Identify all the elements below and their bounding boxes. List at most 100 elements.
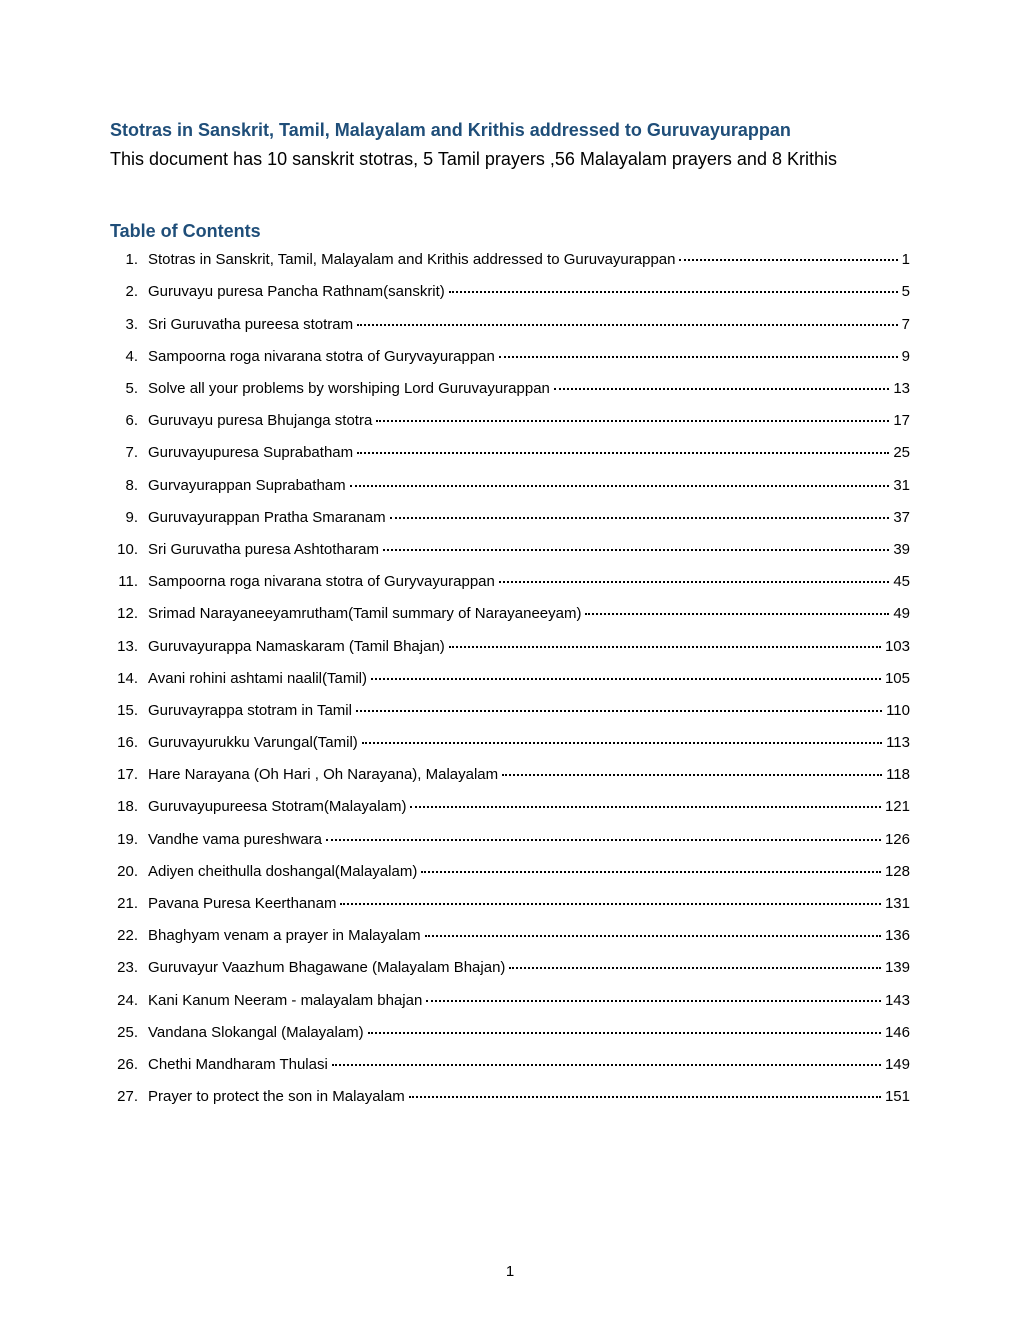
toc-item[interactable]: 12. Srimad Narayaneeyamrutham(Tamil summa… [110,606,910,621]
toc-item-text: Guruvayupureesa Stotram(Malayalam) [148,799,406,814]
toc-item-leader [585,613,889,615]
toc-item-page: 1 [902,252,910,267]
toc-item-number: 4. [110,349,138,364]
toc-item-leader [390,517,890,519]
toc-item-text: Sri Guruvatha puresa Ashtotharam [148,542,379,557]
toc-item[interactable]: 22.Bhaghyam venam a prayer in Malayalam1… [110,928,910,943]
toc-item[interactable]: 4. Sampoorna roga nivarana stotra of Gury… [110,349,910,364]
toc-item-leader [362,742,882,744]
toc-item-text: Srimad Narayaneeyamrutham(Tamil summary … [148,606,581,621]
toc-item[interactable]: 17.Hare Narayana (Oh Hari , Oh Narayana)… [110,767,910,782]
toc-item-page: 103 [885,639,910,654]
toc-item[interactable]: 21.Pavana Puresa Keerthanam131 [110,896,910,911]
toc-item-text: Vandana Slokangal (Malayalam) [148,1025,364,1040]
toc-item-leader [326,839,881,841]
toc-item-number: 6. [110,413,138,428]
toc-item-text: Guruvayurukku Varungal(Tamil) [148,735,358,750]
toc-item-number: 26. [110,1057,138,1072]
toc-item-leader [421,871,881,873]
toc-item[interactable]: 15.Guruvayrappa stotram in Tamil110 [110,703,910,718]
toc-item[interactable]: 16.Guruvayurukku Varungal(Tamil)113 [110,735,910,750]
toc-item-page: 136 [885,928,910,943]
toc-item-page: 25 [893,445,910,460]
toc-item-number: 9. [110,510,138,525]
toc-item-leader [350,485,890,487]
toc-item-number: 24. [110,993,138,1008]
toc-item-leader [356,710,882,712]
toc-item-number: 1. [110,252,138,267]
toc-item-text: Pavana Puresa Keerthanam [148,896,336,911]
toc-item[interactable]: 14.Avani rohini ashtami naalil(Tamil)105 [110,671,910,686]
toc-item[interactable]: 27. Prayer to protect the son in Malayala… [110,1089,910,1104]
toc-item-number: 2. [110,284,138,299]
toc-item-number: 7. [110,445,138,460]
toc-item[interactable]: 3. Sri Guruvatha pureesa stotram 7 [110,317,910,332]
page-number: 1 [0,1263,1020,1280]
toc-list: 1. Stotras in Sanskrit, Tamil, Malayalam … [110,252,910,1104]
toc-item-leader [383,549,889,551]
toc-item-page: 37 [893,510,910,525]
toc-item-page: 139 [885,960,910,975]
toc-item-number: 10. [110,542,138,557]
toc-item[interactable]: 20. Adiyen cheithulla doshangal(Malayalam… [110,864,910,879]
toc-item[interactable]: 7.Guruvayupuresa Suprabatham25 [110,445,910,460]
toc-item-number: 8. [110,478,138,493]
toc-item-number: 15. [110,703,138,718]
toc-item-page: 143 [885,993,910,1008]
toc-item-leader [410,806,881,808]
toc-item-leader [449,646,881,648]
toc-item-page: 131 [885,896,910,911]
toc-item[interactable]: 13.Guruvayurappa Namaskaram (Tamil Bhaja… [110,639,910,654]
toc-item-text: Stotras in Sanskrit, Tamil, Malayalam an… [148,252,675,267]
toc-item[interactable]: 10.Sri Guruvatha puresa Ashtotharam39 [110,542,910,557]
document-intro: This document has 10 sanskrit stotras, 5… [110,147,910,171]
toc-item-page: 49 [893,606,910,621]
toc-item-leader [499,356,898,358]
toc-item-page: 31 [893,478,910,493]
toc-item[interactable]: 9.Guruvayurappan Pratha Smaranam37 [110,510,910,525]
toc-item-number: 27. [110,1089,138,1104]
toc-item[interactable]: 11.Sampoorna roga nivarana stotra of Gur… [110,574,910,589]
toc-item-number: 3. [110,317,138,332]
toc-item[interactable]: 8.Gurvayurappan Suprabatham31 [110,478,910,493]
toc-item-leader [509,967,881,969]
document-title: Stotras in Sanskrit, Tamil, Malayalam an… [110,120,910,141]
toc-item[interactable]: 25.Vandana Slokangal (Malayalam)146 [110,1025,910,1040]
toc-item-page: 126 [885,832,910,847]
toc-item-number: 18. [110,799,138,814]
toc-item[interactable]: 18.Guruvayupureesa Stotram(Malayalam)121 [110,799,910,814]
toc-item-text: Guruvayu puresa Pancha Rathnam(sanskrit) [148,284,445,299]
toc-item-text: Prayer to protect the son in Malayalam [148,1089,405,1104]
toc-item[interactable]: 2. Guruvayu puresa Pancha Rathnam(sanskri… [110,284,910,299]
toc-item-leader [425,935,881,937]
toc-item-page: 146 [885,1025,910,1040]
toc-item-text: Sampoorna roga nivarana stotra of Guryva… [148,349,495,364]
toc-item-text: Adiyen cheithulla doshangal(Malayalam) [148,864,417,879]
toc-item-text: Sri Guruvatha pureesa stotram [148,317,353,332]
toc-item-text: Guruvayur Vaazhum Bhagawane (Malayalam B… [148,960,505,975]
toc-item-leader [368,1032,881,1034]
toc-item[interactable]: 5.Solve all your problems by worshiping … [110,381,910,396]
toc-item[interactable]: 1. Stotras in Sanskrit, Tamil, Malayalam … [110,252,910,267]
toc-item[interactable]: 24.Kani Kanum Neeram - malayalam bhajan1… [110,993,910,1008]
toc-item-number: 22. [110,928,138,943]
toc-item-text: Guruvayu puresa Bhujanga stotra [148,413,372,428]
toc-item-number: 23. [110,960,138,975]
toc-item-leader [409,1096,881,1098]
toc-item-page: 105 [885,671,910,686]
toc-item-text: Hare Narayana (Oh Hari , Oh Narayana), M… [148,767,498,782]
toc-item[interactable]: 23. Guruvayur Vaazhum Bhagawane (Malayala… [110,960,910,975]
toc-item-page: 128 [885,864,910,879]
toc-item-text: Vandhe vama pureshwara [148,832,322,847]
toc-item-page: 7 [902,317,910,332]
toc-item-leader [449,291,898,293]
toc-item-number: 20. [110,864,138,879]
toc-item-number: 12. [110,606,138,621]
toc-item[interactable]: 19.Vandhe vama pureshwara126 [110,832,910,847]
toc-item-page: 113 [886,735,910,750]
toc-item-leader [357,452,889,454]
toc-item[interactable]: 6.Guruvayu puresa Bhujanga stotra17 [110,413,910,428]
toc-item-leader [332,1064,881,1066]
toc-item[interactable]: 26.Chethi Mandharam Thulasi149 [110,1057,910,1072]
toc-item-number: 14. [110,671,138,686]
